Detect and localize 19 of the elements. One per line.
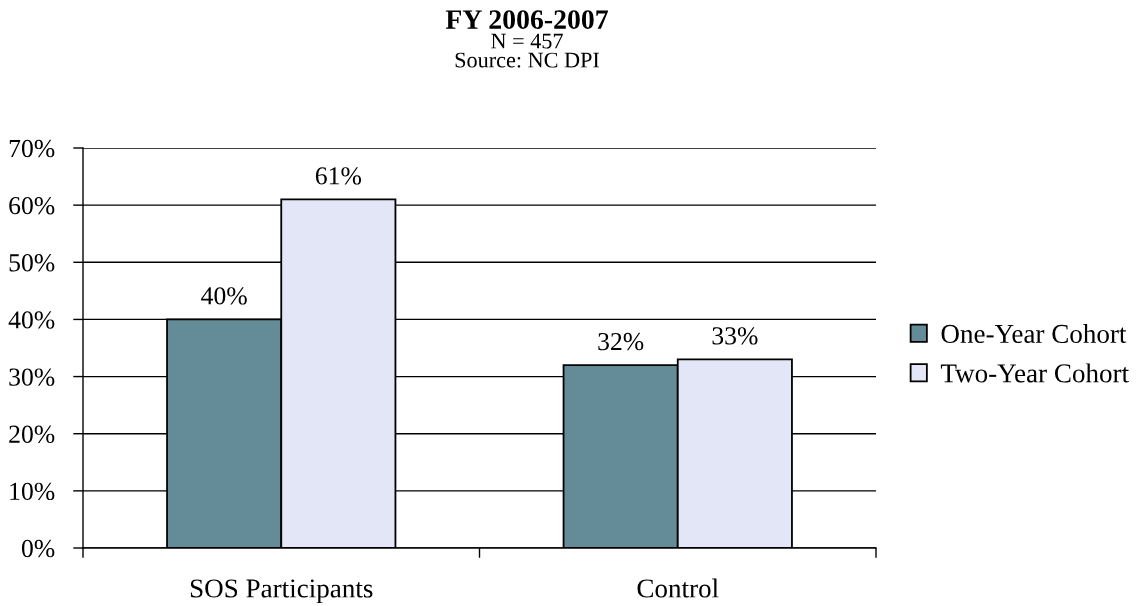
data-label: 33% bbox=[712, 327, 758, 345]
x-tick-label: SOS Participants bbox=[190, 579, 373, 604]
y-tick-label: 70% bbox=[9, 139, 55, 158]
y-tick-label: 40% bbox=[8, 311, 55, 329]
data-label: 32% bbox=[598, 332, 644, 351]
data-label: 40% bbox=[201, 287, 247, 305]
legend-label: One-Year Cohort bbox=[941, 323, 1127, 344]
y-tick-label: 10% bbox=[10, 482, 55, 501]
chart-subtitle: N = 457 bbox=[491, 33, 563, 49]
y-tick-label: 60% bbox=[9, 196, 55, 215]
y-tick-label: 30% bbox=[9, 368, 55, 386]
y-tick-label: 20% bbox=[9, 425, 55, 443]
legend-label: Two-Year Cohort bbox=[940, 363, 1129, 383]
x-tick-label: Control bbox=[637, 578, 719, 598]
y-tick-label: 50% bbox=[9, 254, 55, 272]
data-label: 61% bbox=[315, 167, 362, 185]
y-tick-label: 0% bbox=[21, 539, 55, 558]
source-note: Source: NC DPI bbox=[455, 52, 600, 68]
chart-title: FY 2006-2007 bbox=[445, 10, 608, 29]
